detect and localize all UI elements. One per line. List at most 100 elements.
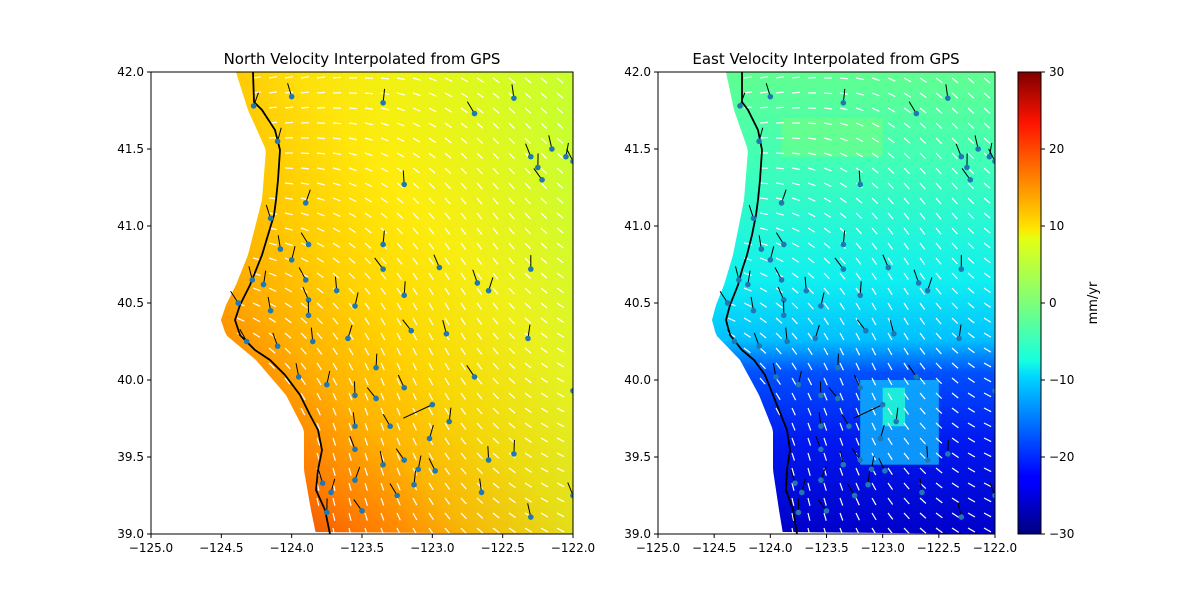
gps-station [446, 418, 453, 425]
vector-arrow [492, 77, 500, 84]
vector-arrow [823, 497, 827, 506]
vector-arrow [967, 242, 975, 249]
vector-arrow [396, 512, 401, 521]
vector-arrow [807, 227, 816, 233]
vector-arrow [316, 407, 321, 416]
vector-arrow [935, 362, 942, 370]
vector-arrow [268, 272, 277, 277]
gps-station [857, 181, 863, 188]
vector-arrow [364, 452, 369, 461]
vector-arrow [460, 332, 466, 341]
vector-arrow [492, 302, 499, 310]
vector-arrow [460, 152, 468, 159]
vector-arrow [791, 527, 794, 534]
vector-arrow [460, 347, 466, 356]
vector-arrow [807, 377, 813, 386]
vector-arrow [839, 167, 848, 173]
vector-arrow [428, 272, 434, 281]
vector-arrow [871, 362, 877, 371]
vector-arrow [791, 242, 800, 248]
vector-arrow [508, 242, 515, 250]
vector-arrow [380, 122, 389, 126]
vector-arrow [348, 422, 353, 431]
vector-arrow [935, 392, 943, 400]
vector-arrow [967, 437, 976, 443]
vector-arrow [508, 317, 515, 325]
vector-arrow [983, 242, 991, 249]
vector-arrow [983, 137, 991, 144]
vector-arrow [364, 437, 369, 446]
vector-arrow [332, 212, 341, 217]
vector-arrow [380, 392, 385, 401]
vector-arrow [823, 92, 833, 95]
vector-arrow [839, 77, 849, 80]
gps-station [798, 489, 805, 496]
vector-arrow [524, 272, 532, 280]
gps-station [818, 392, 824, 399]
vector-arrow [524, 227, 531, 235]
vector-arrow [540, 302, 548, 309]
vector-arrow [791, 392, 797, 401]
vector-arrow [919, 422, 926, 430]
vector-arrow [919, 317, 926, 325]
vector-arrow [380, 77, 390, 80]
vector-arrow [556, 212, 564, 219]
vector-arrow [855, 302, 861, 311]
vector-arrow [444, 227, 451, 235]
vector-arrow [967, 137, 975, 145]
gps-station [924, 287, 931, 294]
vector-arrow [855, 92, 864, 96]
vector-arrow [492, 527, 500, 534]
vector-arrow [508, 497, 516, 504]
vector-arrow [855, 437, 860, 446]
vector-arrow [951, 407, 959, 414]
vector-arrow [823, 167, 832, 172]
vector-arrow [332, 422, 337, 431]
vector-arrow [412, 287, 418, 296]
vector-arrow [508, 107, 516, 114]
vector-arrow [316, 422, 321, 431]
vector-arrow [935, 152, 942, 160]
vector-arrow [556, 167, 564, 174]
vector-arrow [348, 317, 355, 325]
gps-station [758, 246, 765, 252]
vector-arrow [759, 106, 769, 109]
vector-arrow [412, 392, 417, 401]
vector-arrow [380, 317, 386, 326]
vector-arrow [332, 122, 342, 125]
vector-arrow [268, 257, 277, 262]
vector-arrow [492, 317, 499, 325]
vector-arrow [476, 332, 483, 340]
vector-arrow [935, 422, 943, 429]
vector-arrow [524, 182, 531, 190]
gps-station [309, 338, 316, 345]
vector-arrow [396, 182, 404, 189]
gps-station [324, 381, 330, 388]
vector-arrow [412, 377, 417, 386]
east-velocity-panel: −125.0 −124.5 −124.0 −123.5 −123.0 −122.5 −122… [624, 50, 1017, 555]
vector-arrow [871, 152, 879, 159]
vector-arrow [332, 332, 339, 340]
vector-arrow [412, 212, 419, 220]
vector-arrow [807, 167, 816, 171]
vector-arrow [871, 377, 877, 386]
vector-arrow [364, 497, 368, 506]
vector-arrow [871, 392, 877, 401]
vector-arrow [951, 257, 958, 265]
gps-station [958, 153, 965, 160]
vector-arrow [444, 302, 450, 311]
vector-arrow [887, 167, 895, 174]
vector-arrow [540, 332, 548, 339]
vector-arrow [444, 407, 450, 416]
gps-station [352, 392, 358, 399]
vector-arrow [967, 197, 975, 205]
vector-arrow [556, 137, 564, 144]
vector-arrow [268, 106, 278, 109]
vector-arrow [556, 302, 564, 309]
vector-arrow [967, 152, 975, 160]
vector-arrow [428, 347, 434, 356]
vector-arrow [476, 407, 483, 415]
vector-arrow [492, 392, 499, 400]
vector-arrow [823, 137, 832, 141]
